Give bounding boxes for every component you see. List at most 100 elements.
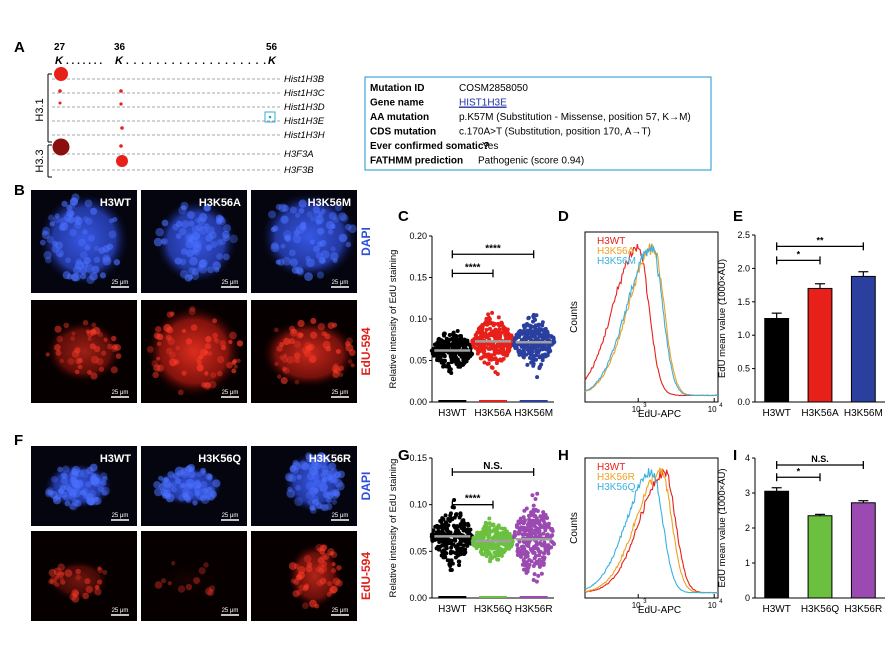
dapi-nucleus xyxy=(46,236,54,244)
y-tick-label: 0.15 xyxy=(409,453,427,463)
edu-nucleus xyxy=(54,575,60,581)
data-point xyxy=(536,322,541,327)
dapi-nucleus xyxy=(326,491,334,500)
dapi-nucleus xyxy=(327,475,337,484)
edu-nucleus xyxy=(293,352,301,360)
dapi-nucleus xyxy=(184,233,194,243)
scale-bar-label: 25 μm xyxy=(332,608,349,614)
dapi-nucleus xyxy=(89,463,98,472)
data-point xyxy=(443,341,448,346)
dapi-nucleus xyxy=(199,468,206,474)
edu-nucleus xyxy=(327,322,335,329)
data-point xyxy=(537,553,542,558)
residue-k36: K xyxy=(115,55,124,67)
data-point xyxy=(461,547,466,552)
edu-nucleus xyxy=(152,371,159,379)
edu-nucleus xyxy=(338,372,344,377)
data-point xyxy=(444,528,449,533)
dapi-nucleus xyxy=(108,230,117,239)
dapi-nucleus xyxy=(206,486,216,496)
dapi-nucleus xyxy=(171,487,177,493)
data-point xyxy=(449,545,454,550)
dapi-nucleus xyxy=(113,259,121,266)
edu-nucleus xyxy=(293,579,300,585)
dapi-nucleus xyxy=(345,241,352,248)
edu-nucleus xyxy=(71,589,79,597)
dapi-nucleus xyxy=(309,239,316,245)
dapi-nucleus xyxy=(85,264,95,273)
data-point xyxy=(489,522,494,527)
y-tick-label: 2.5 xyxy=(737,230,750,240)
data-point xyxy=(478,344,483,349)
data-point xyxy=(439,358,444,363)
mutation-key: Gene name xyxy=(370,98,424,109)
data-point xyxy=(525,554,530,559)
edu-nucleus xyxy=(207,589,215,597)
data-point xyxy=(481,545,486,550)
dapi-nucleus xyxy=(316,452,326,461)
edu-nucleus xyxy=(286,355,295,364)
data-point xyxy=(549,545,554,550)
residue-k27: K xyxy=(55,55,64,67)
y-tick-label: 0.5 xyxy=(737,364,750,374)
dapi-nucleus xyxy=(112,217,118,223)
y-tick-label: 3 xyxy=(745,488,750,498)
edu-nucleus xyxy=(63,322,70,329)
data-point xyxy=(521,342,526,347)
legend-entry: H3WT xyxy=(597,236,625,247)
dapi-nucleus xyxy=(305,453,315,463)
edu-nucleus xyxy=(350,363,355,368)
data-point xyxy=(514,332,519,337)
edu-nucleus xyxy=(203,562,209,568)
edu-nucleus xyxy=(153,364,161,372)
dapi-nucleus xyxy=(293,230,299,236)
data-point xyxy=(540,358,545,363)
data-point xyxy=(528,323,533,328)
dapi-nucleus xyxy=(82,229,88,235)
dapi-nucleus xyxy=(83,216,89,222)
dapi-nucleus xyxy=(79,266,87,275)
x-tick-label: H3K56A xyxy=(801,408,839,419)
gene-label: H3F3B xyxy=(284,165,314,176)
edu-nucleus xyxy=(75,574,81,581)
edu-nucleus xyxy=(181,328,187,334)
gene-label: Hist1H3B xyxy=(284,74,325,85)
edu-nucleus xyxy=(302,602,309,610)
data-point xyxy=(535,491,540,496)
legend-entry: H3K56M xyxy=(597,256,636,267)
data-point xyxy=(510,539,515,544)
data-point xyxy=(449,336,454,341)
mutation-dot xyxy=(58,89,62,93)
x-tick-label: 10 xyxy=(632,405,641,414)
gene-name-link[interactable]: HIST1H3E xyxy=(459,98,507,109)
dapi-nucleus xyxy=(212,261,222,271)
data-point xyxy=(518,516,523,521)
data-point xyxy=(453,551,458,556)
data-point xyxy=(512,529,517,534)
data-point xyxy=(493,543,498,548)
mutation-value: Pathogenic (score 0.94) xyxy=(478,156,584,167)
dapi-nucleus xyxy=(338,212,347,221)
y-tick-label: 0.10 xyxy=(409,500,427,510)
data-point xyxy=(448,559,453,564)
dapi-nucleus xyxy=(201,487,208,495)
genotype-label: H3WT xyxy=(100,197,131,209)
data-point xyxy=(454,361,459,366)
dapi-nucleus xyxy=(41,230,48,236)
dapi-nucleus xyxy=(182,482,188,489)
y-axis-label: Relative intensity of EdU staining xyxy=(388,250,399,389)
data-point xyxy=(504,529,509,534)
position-27: 27 xyxy=(54,42,66,53)
x-tick-label: H3K56M xyxy=(844,408,883,419)
data-point xyxy=(534,336,539,341)
edu-colony xyxy=(49,560,109,601)
data-point xyxy=(528,327,533,332)
stain-label-edu: EdU-594 xyxy=(359,327,373,375)
dapi-nucleus xyxy=(175,220,183,228)
edu-nucleus xyxy=(344,341,351,347)
data-point xyxy=(521,328,526,333)
dapi-nucleus xyxy=(296,474,302,480)
dapi-nucleus xyxy=(170,481,177,488)
data-point xyxy=(529,348,534,353)
x-tick-exponent: 4 xyxy=(719,599,723,605)
